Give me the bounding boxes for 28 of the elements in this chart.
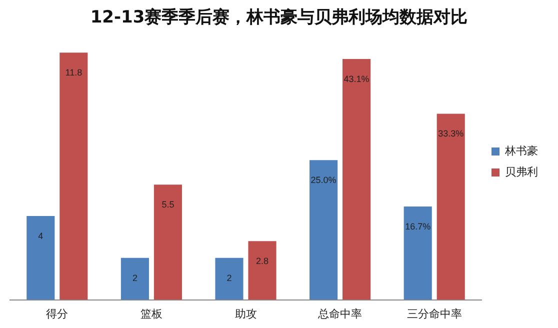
data-label: 43.1% bbox=[344, 74, 370, 84]
bar bbox=[436, 114, 465, 300]
x-tick-label: 篮板 bbox=[140, 307, 162, 320]
bar bbox=[26, 216, 55, 300]
data-label: 2 bbox=[132, 272, 138, 283]
data-label: 25.0% bbox=[310, 175, 336, 186]
x-tick-label: 三分命中率 bbox=[406, 307, 462, 320]
bar bbox=[154, 184, 182, 300]
bar bbox=[120, 258, 149, 300]
bar bbox=[60, 52, 88, 300]
legend-label: 林书豪 bbox=[504, 144, 538, 158]
x-tick-label: 助攻 bbox=[234, 307, 257, 320]
legend-label: 贝弗利 bbox=[505, 165, 538, 178]
data-label: 33.3% bbox=[438, 128, 464, 139]
data-label: 4 bbox=[38, 230, 44, 241]
data-label: 11.8 bbox=[65, 68, 82, 78]
chart-title: 12-13赛季季后赛，林书豪与贝弗利场均数据对比 bbox=[90, 8, 468, 28]
bar bbox=[342, 59, 371, 300]
data-label: 2 bbox=[226, 272, 232, 283]
x-tick-label: 得分 bbox=[46, 307, 68, 320]
bar bbox=[248, 241, 276, 300]
data-label: 16.7% bbox=[405, 221, 431, 232]
bar bbox=[215, 258, 244, 300]
data-label: 5.5 bbox=[162, 200, 174, 210]
bar bbox=[404, 206, 432, 300]
data-label: 2.8 bbox=[256, 256, 269, 266]
bar bbox=[310, 160, 338, 300]
x-tick-label: 总命中率 bbox=[317, 307, 362, 320]
